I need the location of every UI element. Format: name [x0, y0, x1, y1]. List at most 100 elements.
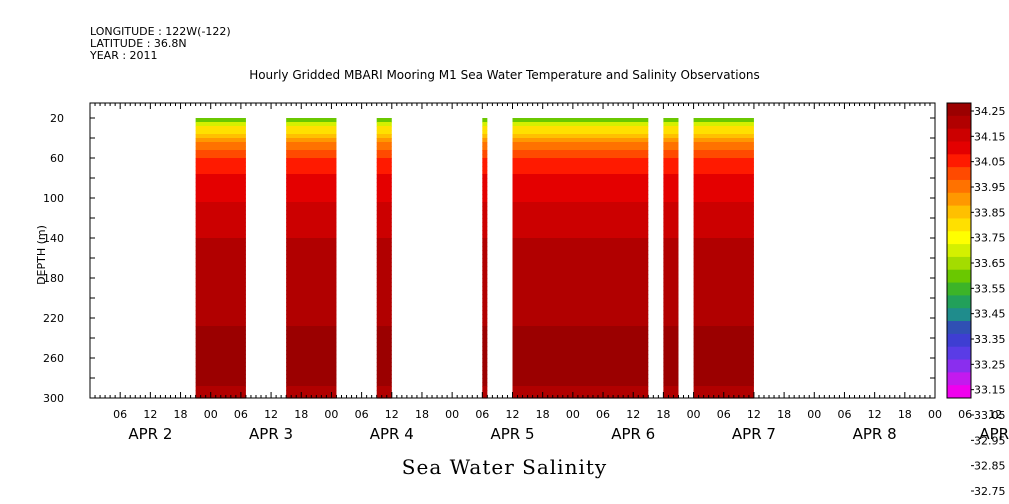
salinity-cell: [482, 198, 488, 203]
x-day-label: APR 7: [732, 425, 776, 443]
salinity-cell: [693, 182, 754, 187]
salinity-cell: [512, 154, 649, 159]
x-tick-label: 18: [898, 408, 912, 421]
salinity-cell: [195, 294, 246, 299]
salinity-cell: [512, 182, 649, 187]
salinity-cell: [286, 126, 337, 131]
colorbar-frame: [946, 102, 972, 399]
salinity-cell: [376, 266, 392, 271]
salinity-cell: [663, 270, 679, 275]
salinity-cell: [663, 130, 679, 135]
colorbar-swatch: [947, 308, 971, 322]
salinity-cell: [482, 366, 488, 371]
salinity-cell: [376, 306, 392, 311]
salinity-cell: [663, 322, 679, 327]
salinity-cell: [693, 386, 754, 391]
salinity-cell: [512, 246, 649, 251]
salinity-cell: [195, 330, 246, 335]
salinity-cell: [376, 302, 392, 307]
salinity-cell: [482, 294, 488, 299]
colorbar-swatch: [947, 295, 971, 309]
salinity-cell: [663, 182, 679, 187]
data-segment: [195, 118, 246, 399]
x-tick-label: 00: [445, 408, 459, 421]
salinity-cell: [663, 350, 679, 355]
salinity-cell: [512, 186, 649, 191]
salinity-cell: [512, 122, 649, 127]
colorbar-swatch: [947, 359, 971, 373]
salinity-cell: [512, 302, 649, 307]
salinity-cell: [693, 218, 754, 223]
salinity-cell: [376, 258, 392, 263]
salinity-cell: [195, 242, 246, 247]
salinity-cell: [482, 222, 488, 227]
salinity-cell: [482, 370, 488, 375]
salinity-cell: [195, 326, 246, 331]
y-tick-label: 60: [50, 152, 64, 165]
salinity-cell: [482, 234, 488, 239]
salinity-cell: [286, 234, 337, 239]
salinity-cell: [376, 382, 392, 387]
salinity-cell: [663, 274, 679, 279]
salinity-cell: [512, 354, 649, 359]
salinity-cell: [286, 354, 337, 359]
salinity-cell: [195, 222, 246, 227]
salinity-cell: [286, 242, 337, 247]
salinity-cell: [195, 134, 246, 139]
salinity-cell: [195, 210, 246, 215]
salinity-cell: [376, 346, 392, 351]
y-axis: 20 60 100 140 180 220 260 300: [43, 112, 935, 405]
salinity-cell: [376, 210, 392, 215]
salinity-cell: [512, 118, 649, 123]
colorbar-label: 33.95: [974, 181, 1006, 194]
salinity-cell: [482, 274, 488, 279]
salinity-cell: [482, 302, 488, 307]
salinity-cell: [693, 166, 754, 171]
salinity-cell: [376, 318, 392, 323]
colorbar-label: 33.45: [974, 308, 1006, 321]
salinity-cell: [663, 294, 679, 299]
salinity-cell: [512, 162, 649, 167]
salinity-cell: [512, 178, 649, 183]
salinity-cell: [376, 314, 392, 319]
salinity-cell: [195, 298, 246, 303]
salinity-cell: [693, 154, 754, 159]
salinity-cell: [376, 170, 392, 175]
salinity-cell: [286, 382, 337, 387]
salinity-cell: [286, 174, 337, 179]
salinity-cell: [512, 386, 649, 391]
salinity-cell: [376, 286, 392, 291]
salinity-cell: [663, 346, 679, 351]
salinity-cell: [482, 310, 488, 315]
salinity-cell: [512, 210, 649, 215]
salinity-cell: [195, 198, 246, 203]
salinity-cell: [663, 386, 679, 391]
salinity-cell: [195, 374, 246, 379]
salinity-cell: [482, 190, 488, 195]
salinity-cell: [286, 134, 337, 139]
salinity-cell: [663, 226, 679, 231]
salinity-cell: [663, 286, 679, 291]
salinity-cell: [512, 298, 649, 303]
salinity-cell: [376, 154, 392, 159]
salinity-cell: [663, 238, 679, 243]
salinity-cell: [693, 210, 754, 215]
salinity-cell: [663, 342, 679, 347]
salinity-cell: [693, 274, 754, 279]
salinity-cell: [482, 342, 488, 347]
salinity-cell: [376, 218, 392, 223]
colorbar-swatch: [947, 372, 971, 386]
salinity-cell: [512, 346, 649, 351]
salinity-cell: [376, 150, 392, 155]
salinity-cell: [693, 286, 754, 291]
salinity-cell: [482, 338, 488, 343]
salinity-cell: [286, 162, 337, 167]
salinity-cell: [286, 250, 337, 255]
x-day-label: APR 8: [853, 425, 897, 443]
salinity-cell: [195, 178, 246, 183]
salinity-cell: [482, 350, 488, 355]
salinity-cell: [693, 270, 754, 275]
salinity-cell: [195, 390, 246, 395]
salinity-cell: [693, 318, 754, 323]
salinity-cell: [376, 290, 392, 295]
